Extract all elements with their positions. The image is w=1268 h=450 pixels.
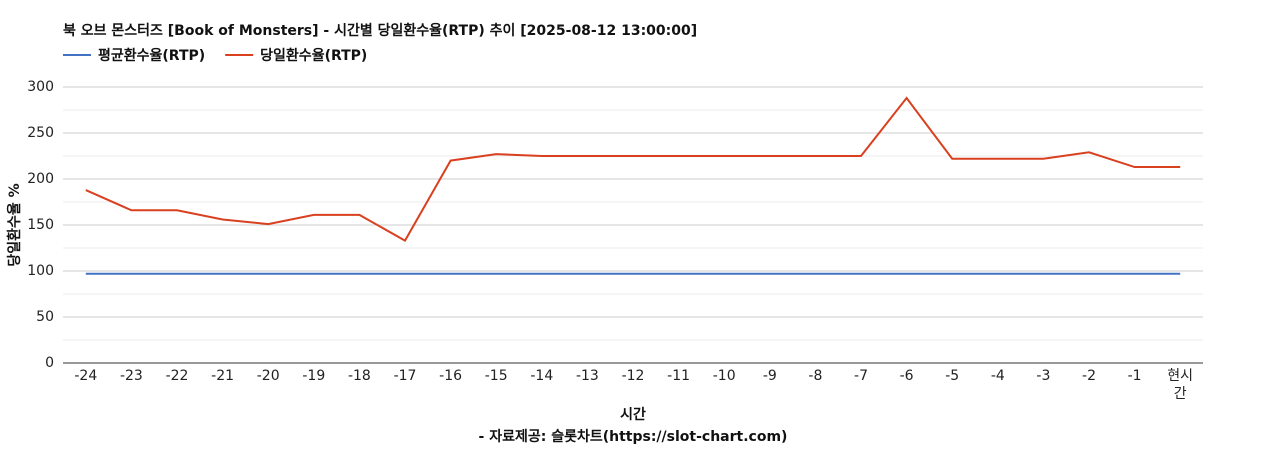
- x-tick-label: -20: [256, 368, 280, 384]
- x-tick-label: -11: [667, 368, 691, 384]
- x-axis-title: 시간: [620, 406, 646, 423]
- x-tick-label: -7: [854, 368, 868, 384]
- y-tick-label: 50: [36, 309, 54, 325]
- x-tick-label: -13: [575, 368, 599, 384]
- x-tick-label: -1: [1127, 368, 1142, 384]
- x-tick-label: -18: [347, 368, 371, 384]
- x-tick-label: -5: [945, 368, 960, 384]
- y-tick-label: 0: [45, 355, 54, 371]
- x-tick-label: -14: [530, 368, 554, 384]
- y-tick-label: 200: [27, 171, 54, 187]
- series-line: [85, 96, 1181, 243]
- x-tick-label: -24: [74, 368, 98, 384]
- x-tick-label: -3: [1036, 368, 1051, 384]
- x-tick-label: -19: [302, 368, 326, 384]
- y-tick-label: 250: [27, 125, 54, 141]
- source-note: - 자료제공: 슬롯차트(https://slot-chart.com): [479, 429, 788, 445]
- legend-label: 평균환수율(RTP): [98, 47, 205, 64]
- x-tick-label: -17: [393, 368, 417, 384]
- x-tick-label: -15: [484, 368, 508, 384]
- x-tick-label: -23: [119, 368, 143, 384]
- y-tick-label: 150: [27, 217, 54, 233]
- x-tick-label: -22: [165, 368, 189, 384]
- x-tick-label: -8: [808, 368, 823, 384]
- x-tick-label: -12: [621, 368, 645, 384]
- x-tick-label: -6: [899, 368, 914, 384]
- x-tick-label: -9: [762, 368, 777, 384]
- chart-title: 북 오브 몬스터즈 [Book of Monsters] - 시간별 당일환수율…: [63, 22, 697, 39]
- x-tick-label: -16: [439, 368, 463, 384]
- x-tick-label: -4: [990, 368, 1005, 384]
- legend-label: 당일환수율(RTP): [260, 47, 367, 64]
- y-tick-label: 300: [27, 79, 54, 95]
- y-tick-label: 100: [27, 263, 54, 279]
- x-tick-label: -2: [1082, 368, 1096, 384]
- x-tick-label: 현시간: [1167, 368, 1194, 402]
- x-tick-label: -21: [211, 368, 235, 384]
- x-tick-label: -10: [712, 368, 736, 384]
- y-axis-title: 당일환수율 %: [6, 183, 23, 266]
